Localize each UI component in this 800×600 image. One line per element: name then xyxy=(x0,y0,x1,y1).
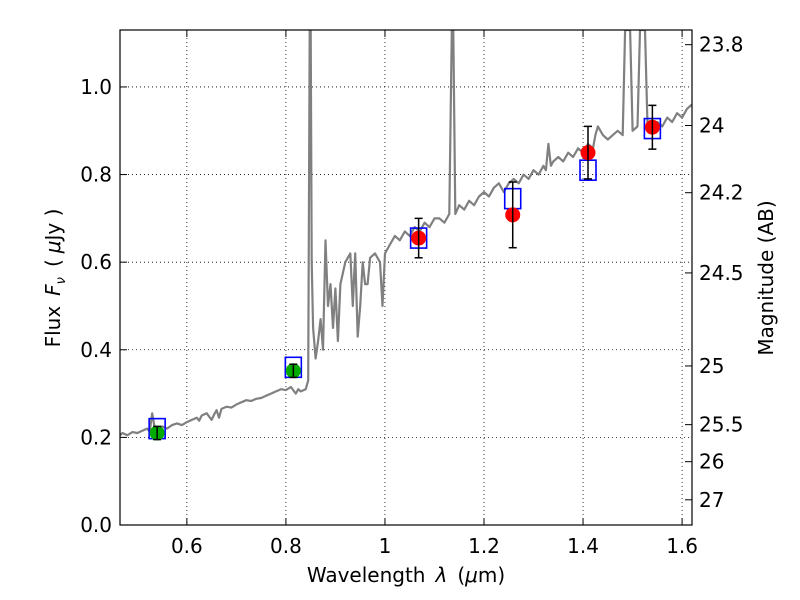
y-tick-label: 1.0 xyxy=(80,75,112,99)
y-tick-label: 0.6 xyxy=(80,250,112,274)
grid xyxy=(120,30,692,526)
plot-frame xyxy=(119,29,693,526)
y2-tick-label: 25 xyxy=(699,354,724,378)
y2-tick-label: 24 xyxy=(699,113,724,137)
y-tick-label: 0.2 xyxy=(80,425,112,449)
y2-tick-label: 25.5 xyxy=(699,413,744,437)
y2-tick-label: 23.8 xyxy=(699,33,744,57)
y-tick-label: 0.0 xyxy=(80,513,112,537)
y2-axis-label: Magnitude (AB) xyxy=(754,200,778,355)
series-layer xyxy=(120,30,692,437)
spectrum-line xyxy=(120,30,692,437)
y2-tick-label: 24.5 xyxy=(699,261,744,285)
y2-tick-label: 26 xyxy=(699,450,724,474)
y-axis-label: FluxFν(μJy ) xyxy=(41,209,69,348)
marker-layer xyxy=(148,104,662,441)
y-tick-label: 0.8 xyxy=(80,163,112,187)
x-tick-label: 0.6 xyxy=(171,534,203,558)
y2-tick-label: 24.2 xyxy=(699,181,744,205)
y2-tick-label: 27 xyxy=(699,488,724,512)
x-tick-label: 1.6 xyxy=(666,534,698,558)
x-axis-label: Wavelength λ (μm) xyxy=(307,563,505,587)
x-tick-label: 0.8 xyxy=(270,534,302,558)
x-tick-label: 1.2 xyxy=(468,534,500,558)
y-tick-label: 0.4 xyxy=(80,338,112,362)
tick-layer: 0.6 0.8 1 1.2 1.4 1.6 0.0 0.2 0.4 0.6 0.8 1.0 23.8 24… xyxy=(80,30,744,558)
x-tick-label: 1.4 xyxy=(567,534,599,558)
x-tick-label: 1 xyxy=(379,534,392,558)
